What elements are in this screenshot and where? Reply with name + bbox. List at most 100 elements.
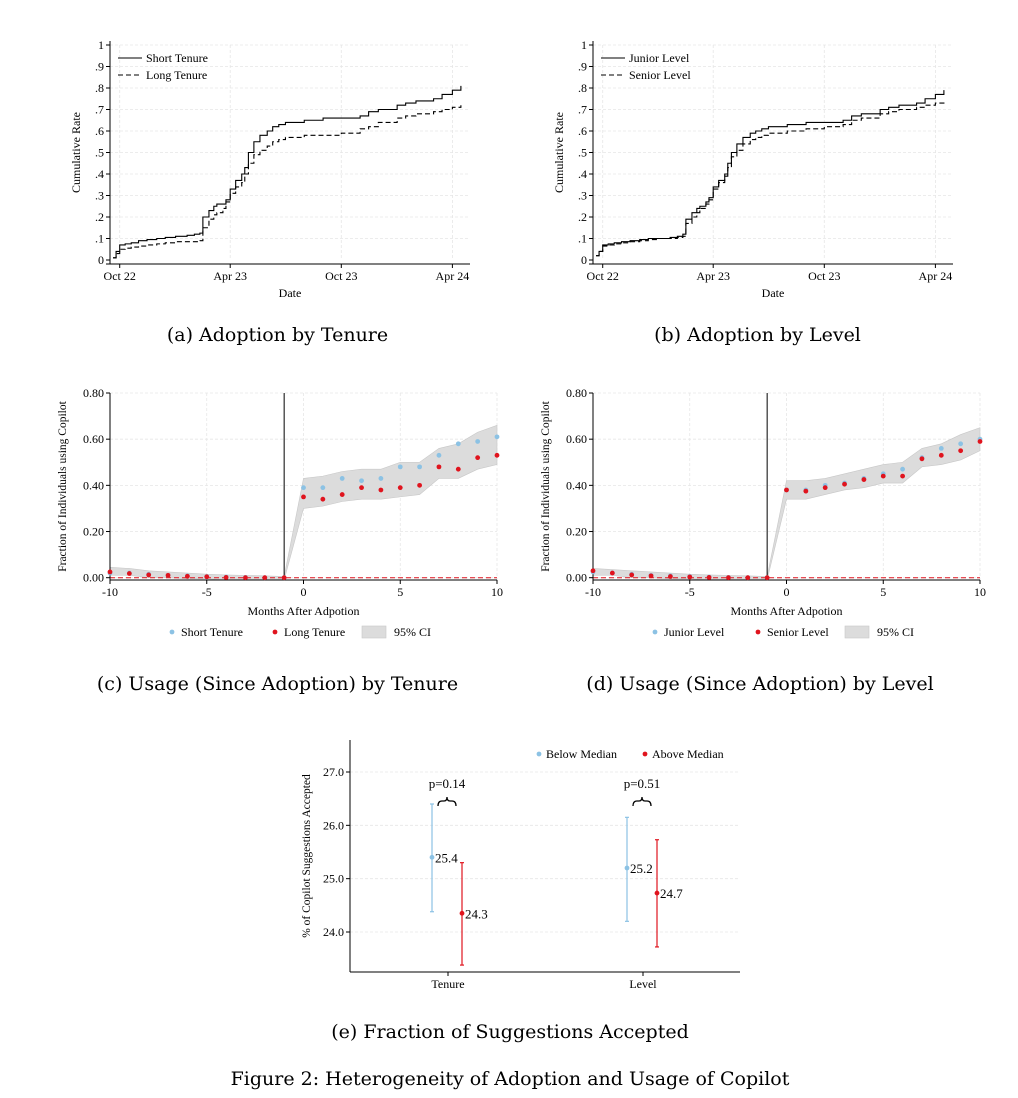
data-point-2 <box>397 485 403 491</box>
y-tick-label: .7 <box>95 103 104 117</box>
x-tick-label: Oct 22 <box>587 269 619 283</box>
y-tick-label: 0.20 <box>83 525 104 539</box>
x-axis-label: Date <box>279 286 302 300</box>
data-point-2 <box>822 485 828 491</box>
y-axis-label: Cumulative Rate <box>69 112 83 193</box>
y-tick-label: .6 <box>95 124 104 138</box>
data-point-2 <box>977 439 983 444</box>
data-point-1 <box>378 476 384 481</box>
y-tick-label: 0 <box>98 253 104 267</box>
data-point-1 <box>417 464 422 470</box>
chart-a: 0 .1 .2 .3 .4 .5 .6 .7 .8 .9 1 Oct 22 Apr 23 Oct 23 Ap… <box>69 38 470 300</box>
legend-ci-key <box>361 625 387 639</box>
y-tick-label: .8 <box>578 81 587 95</box>
figure-caption: Figure 2: Heterogeneity of Adoption and … <box>230 1068 790 1090</box>
data-point-1 <box>900 466 905 472</box>
y-tick-label: 0.40 <box>83 478 104 492</box>
data-point-2 <box>745 575 751 581</box>
x-tick-label: Oct 23 <box>325 269 357 283</box>
data-label-1: 25.2 <box>630 861 653 876</box>
x-tick-label: Apr 23 <box>696 269 730 283</box>
data-point-2 <box>958 448 964 454</box>
legend-ci-label: 95% CI <box>394 625 431 639</box>
y-tick-label: .5 <box>95 146 104 160</box>
y-tick-label: .5 <box>578 146 587 160</box>
legend-marker-1 <box>169 629 175 635</box>
x-tick-label: -10 <box>585 585 601 599</box>
x-axis-label: Date <box>762 286 785 300</box>
caption-e: (e) Fraction of Suggestions Accepted <box>331 1021 689 1043</box>
category-label: Level <box>629 977 657 991</box>
data-point-1 <box>958 441 964 447</box>
x-tick-label: Oct 23 <box>808 269 840 283</box>
data-point-2 <box>243 575 248 581</box>
x-tick-label: -5 <box>202 585 212 599</box>
y-tick-label: .7 <box>578 103 587 117</box>
data-point-2 <box>262 575 268 581</box>
y-tick-label: .1 <box>578 232 587 246</box>
y-tick-label: 26.0 <box>323 818 344 832</box>
data-point-2 <box>706 575 712 580</box>
data-point-2 <box>339 492 345 497</box>
legend-marker-2 <box>642 751 648 757</box>
y-tick-label: .3 <box>578 189 587 203</box>
y-tick-label: 0.40 <box>566 478 587 492</box>
y-tick-label: .6 <box>578 124 587 138</box>
data-point-1 <box>359 478 364 484</box>
legend-marker-1 <box>652 629 658 635</box>
x-tick-label: -10 <box>102 585 118 599</box>
data-point-2 <box>861 477 867 482</box>
chart-b: 0 .1 .2 .3 .4 .5 .6 .7 .8 .9 1 Oct 22 Apr 23 Oct 23 Ap… <box>552 38 953 300</box>
data-label-1: 25.4 <box>435 850 458 865</box>
legend-label-2: Senior Level <box>629 68 691 82</box>
legend-label-2: Above Median <box>652 747 724 761</box>
data-point-1 <box>494 434 500 440</box>
data-point-1 <box>397 464 403 470</box>
caption-c: (c) Usage (Since Adoption) by Tenure <box>96 673 459 695</box>
data-point-2 <box>185 573 190 579</box>
data-point-2 <box>609 570 615 576</box>
data-point-2 <box>320 496 326 502</box>
caption-d: (d) Usage (Since Adoption) by Level <box>586 673 934 695</box>
chart-e: 24.0 25.0 26.0 27.0 Tenure Level % of Copilot … <box>301 740 740 991</box>
data-point-2 <box>378 487 384 493</box>
y-axis-label: % of Copilot Suggestions Accepted <box>301 774 313 938</box>
category-label: Tenure <box>431 977 464 991</box>
x-tick-label: 0 <box>301 585 307 599</box>
y-tick-label: 1 <box>98 38 104 52</box>
data-point-2 <box>475 455 481 461</box>
x-tick-label: Apr 23 <box>213 269 247 283</box>
data-point-2 <box>764 575 770 581</box>
data-point-2 <box>281 575 287 581</box>
data-point-2 <box>919 456 925 462</box>
data-point-1 <box>320 485 326 491</box>
legend-marker-1 <box>536 751 542 757</box>
x-tick-label: 0 <box>784 585 790 599</box>
legend-label-1: Junior Level <box>629 51 690 65</box>
y-tick-label: 0.00 <box>83 571 104 585</box>
p-value-label: p=0.14 <box>429 776 466 791</box>
x-axis-label: Months After Adpotion <box>247 604 359 618</box>
y-tick-label: 0.80 <box>83 386 104 400</box>
data-point-2 <box>900 473 905 479</box>
y-axis-label: Fraction of Individuals using Copilot <box>540 400 552 571</box>
x-tick-label: 5 <box>880 585 886 599</box>
data-point-2 <box>455 466 461 472</box>
data-point-2 <box>938 452 944 458</box>
data-point-2 <box>668 574 673 579</box>
y-tick-label: .2 <box>578 210 587 224</box>
y-tick-label: 0.60 <box>83 432 104 446</box>
data-point-1 <box>301 485 306 491</box>
x-tick-label: 10 <box>491 585 503 599</box>
data-point-2 <box>223 575 229 580</box>
data-point-2 <box>880 473 886 479</box>
legend-label-1: Short Tenure <box>181 625 243 639</box>
chart-c: 0.00 0.20 0.40 0.60 0.80 -10 -5 0 5 10 Months Afte… <box>57 386 503 639</box>
legend-ci-key <box>844 625 870 639</box>
series-line-2 <box>596 100 945 257</box>
y-tick-label: .4 <box>95 167 104 181</box>
data-point-2 <box>301 494 306 500</box>
data-point-2 <box>165 572 171 578</box>
data-point-2 <box>726 575 731 581</box>
p-value-label: p=0.51 <box>624 776 661 791</box>
